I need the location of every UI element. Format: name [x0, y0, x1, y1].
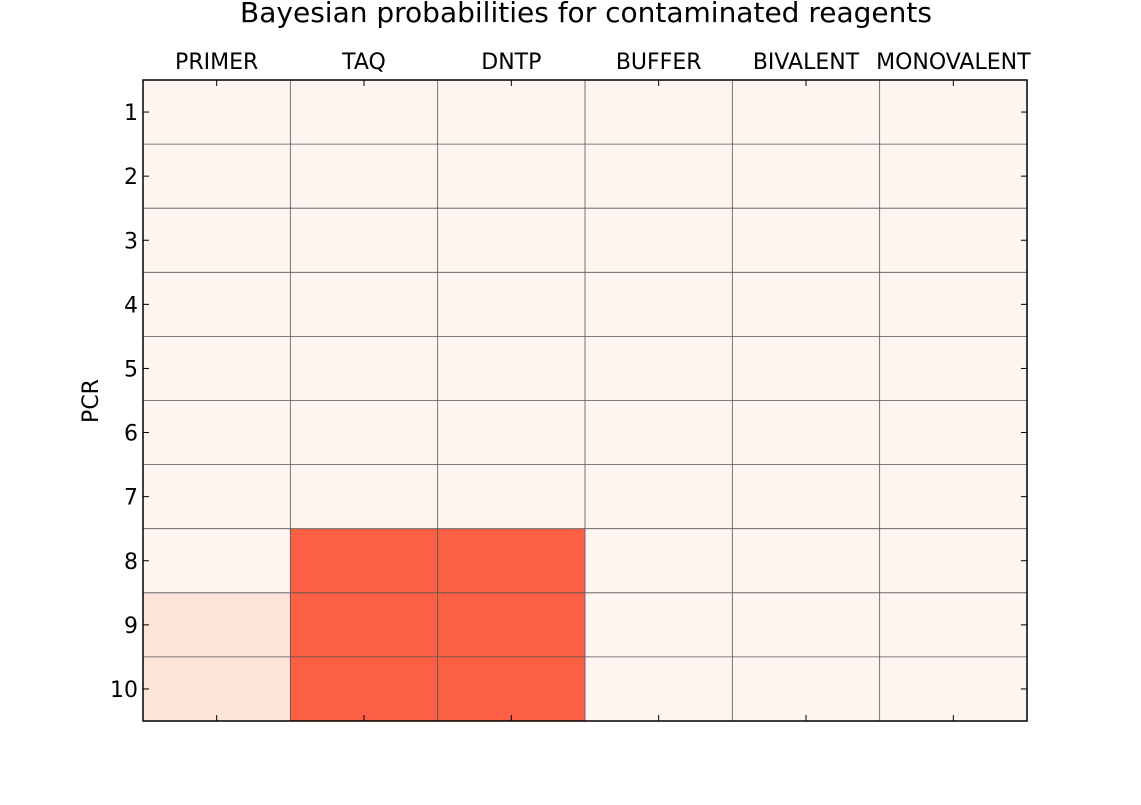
row-label: 9 [124, 614, 138, 639]
heatmap-cell [879, 528, 1028, 594]
heatmap-cell [290, 336, 439, 401]
heatmap-cell [732, 80, 881, 145]
heatmap-cell [143, 208, 291, 273]
heatmap-cell [879, 656, 1028, 722]
heatmap-cell [143, 80, 291, 145]
heatmap-cell [290, 272, 439, 337]
row-label: 8 [124, 550, 138, 575]
column-label: TAQ [341, 50, 386, 75]
heatmap-cell [437, 336, 586, 401]
heatmap-cell [290, 144, 439, 209]
heatmap-cell [732, 144, 881, 209]
grid-lines [143, 80, 1027, 721]
heatmap-cell [879, 592, 1028, 658]
heatmap-cells [143, 80, 1028, 722]
row-label: 4 [124, 293, 138, 318]
heatmap-cell [732, 208, 881, 273]
heatmap-cell [290, 208, 439, 273]
heatmap-cell [585, 528, 733, 594]
row-label: 7 [124, 486, 138, 511]
heatmap-cell [585, 144, 733, 209]
heatmap-cell [437, 272, 586, 337]
heatmap-cell [585, 336, 733, 401]
heatmap-cell [437, 400, 586, 466]
heatmap-cell [437, 144, 586, 209]
heatmap-cell [290, 592, 439, 658]
heatmap-cell [879, 144, 1028, 209]
heatmap-cell [585, 272, 733, 337]
heatmap-cell [585, 656, 733, 722]
column-labels: PRIMER TAQ DNTP BUFFER BIVALENT MONOVALENT [175, 50, 1031, 75]
column-label: DNTP [481, 50, 541, 75]
axis-ticks [143, 80, 1027, 721]
heatmap-cell [143, 336, 291, 401]
row-label: 1 [124, 101, 138, 126]
heatmap-cell [437, 208, 586, 273]
heatmap-cell [437, 80, 586, 145]
heatmap-cell [437, 656, 586, 722]
heatmap-cell [732, 592, 881, 658]
heatmap-cell [879, 80, 1028, 145]
heatmap-cell [290, 80, 439, 145]
heatmap-cell [143, 400, 291, 466]
heatmap-cell [879, 336, 1028, 401]
heatmap-cell [585, 464, 733, 530]
heatmap-cell [879, 272, 1028, 337]
heatmap-cell [437, 592, 586, 658]
heatmap-cell [585, 400, 733, 466]
row-label: 3 [124, 229, 138, 254]
heatmap-cell [879, 400, 1028, 466]
column-label: MONOVALENT [876, 50, 1031, 75]
heatmap-cell [585, 592, 733, 658]
row-label: 5 [124, 357, 138, 382]
plot-frame [142, 79, 1028, 722]
column-label: BIVALENT [753, 50, 860, 75]
y-axis-label: PCR [79, 379, 104, 423]
heatmap-cell [437, 528, 586, 594]
heatmap-cell [732, 464, 881, 530]
row-label: 10 [110, 678, 138, 703]
heatmap-cell [290, 400, 439, 466]
heatmap-cell [290, 528, 439, 594]
heatmap-cell [143, 656, 291, 722]
heatmap-cell [437, 464, 586, 530]
heatmap-cell [585, 208, 733, 273]
heatmap-cell [143, 528, 291, 594]
heatmap-cell [143, 464, 291, 530]
row-label: 2 [124, 165, 138, 190]
heatmap-cell [732, 656, 881, 722]
chart-title: Bayesian probabilities for contaminated … [240, 0, 932, 29]
heatmap-cell [143, 592, 291, 658]
heatmap-cell [732, 272, 881, 337]
heatmap-cell [732, 400, 881, 466]
column-label: BUFFER [616, 50, 702, 75]
heatmap-cell [290, 656, 439, 722]
heatmap-cell [585, 80, 733, 145]
heatmap-cell [143, 272, 291, 337]
heatmap-cell [879, 464, 1028, 530]
heatmap-cell [732, 336, 881, 401]
heatmap-cell [290, 464, 439, 530]
row-labels: 1 2 3 4 5 6 7 8 9 10 [110, 101, 138, 703]
heatmap-cell [732, 528, 881, 594]
heatmap-cell [143, 144, 291, 209]
column-label: PRIMER [175, 50, 258, 75]
row-label: 6 [124, 422, 138, 447]
heatmap-cell [879, 208, 1028, 273]
